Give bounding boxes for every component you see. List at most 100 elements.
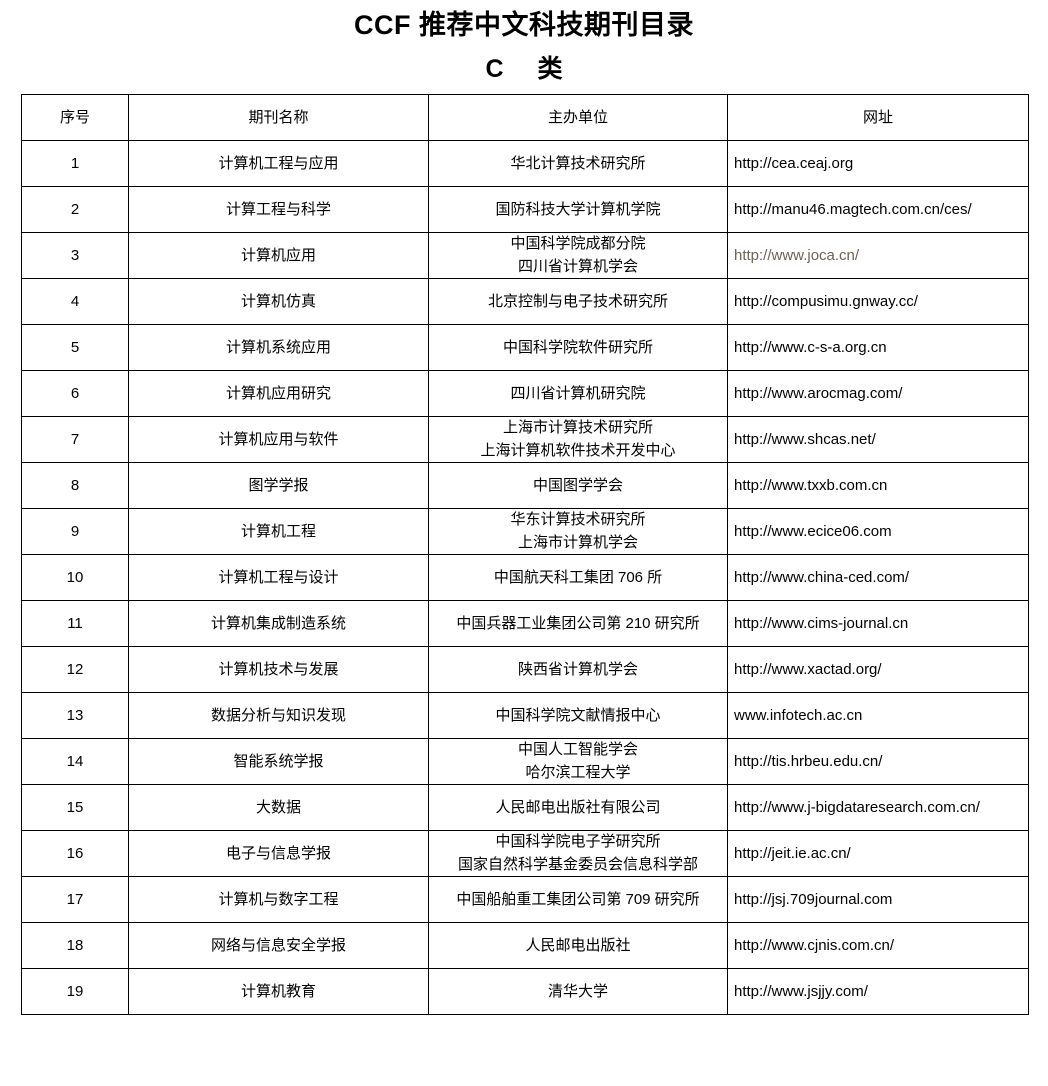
organizer-line: 中国人工智能学会: [517, 740, 638, 758]
organizer-line: 国家自然科学基金委员会信息科学部: [457, 856, 698, 874]
organizer-line: 中国科学院电子学研究所: [495, 832, 661, 850]
table-row: 1 计算机工程与应用 华北计算技术研究所 http://cea.ceaj.org: [21, 139, 1029, 187]
cell-journal-name: 计算机仿真: [128, 277, 429, 325]
table-row: 5 计算机系统应用 中国科学院软件研究所 http://www.c-s-a.org.c…: [21, 323, 1029, 371]
table-row: 9 计算机工程 华东计算技术研究所 上海市计算机学会 http://www.ecice0…: [21, 507, 1029, 555]
cell-website-url[interactable]: http://www.joca.cn/: [727, 231, 1029, 279]
cell-website-url[interactable]: http://compusimu.gnway.cc/: [727, 277, 1029, 325]
cell-index: 1: [21, 139, 129, 187]
cell-journal-name: 计算机应用: [128, 231, 429, 279]
cell-organizer: 中国科学院成都分院 四川省计算机学会: [428, 231, 728, 279]
table-row: 17 计算机与数字工程 中国船舶重工集团公司第 709 研究所 http://jsj.…: [21, 875, 1029, 923]
organizer-line: 上海计算机软件技术开发中心: [480, 442, 676, 460]
cell-website-url[interactable]: http://jsj.709journal.com: [727, 875, 1029, 923]
cell-website-url[interactable]: http://jeit.ie.ac.cn/: [727, 829, 1029, 877]
table-row: 4 计算机仿真 北京控制与电子技术研究所 http://compusimu.gnway…: [21, 277, 1029, 325]
column-header-organizer: 主办单位: [428, 93, 728, 141]
organizer-line: 中国航天科工集团 706 所: [493, 568, 663, 586]
organizer-line: 中国兵器工业集团公司第 210 研究所: [456, 614, 700, 632]
column-header-website: 网址: [727, 93, 1029, 141]
cell-journal-name: 网络与信息安全学报: [128, 921, 429, 969]
cell-organizer: 中国科学院文献情报中心: [428, 691, 728, 739]
table-row: 15 大数据 人民邮电出版社有限公司 http://www.j-bigdatarese…: [21, 783, 1029, 831]
table-row: 18 网络与信息安全学报 人民邮电出版社 http://www.cjnis.com.c…: [21, 921, 1029, 969]
cell-index: 13: [21, 691, 129, 739]
cell-index: 11: [21, 599, 129, 647]
cell-journal-name: 计算机系统应用: [128, 323, 429, 371]
cell-website-url[interactable]: http://www.china-ced.com/: [727, 553, 1029, 601]
cell-organizer: 中国图学学会: [428, 461, 728, 509]
column-header-journal-name: 期刊名称: [128, 93, 429, 141]
cell-website-url[interactable]: http://www.arocmag.com/: [727, 369, 1029, 417]
organizer-line: 中国科学院软件研究所: [502, 338, 653, 356]
organizer-line: 上海市计算机学会: [517, 534, 638, 552]
table-header: 序号 期刊名称 主办单位 网址: [21, 93, 1029, 141]
journal-list-table: 序号 期刊名称 主办单位 网址 1 计算机工程与应用 华北计算技术研究所 http:/…: [21, 93, 1029, 1015]
cell-journal-name: 图学学报: [128, 461, 429, 509]
cell-journal-name: 大数据: [128, 783, 429, 831]
organizer-line: 北京控制与电子技术研究所: [487, 292, 668, 310]
table-row: 14 智能系统学报 中国人工智能学会 哈尔滨工程大学 http://tis.hrbeu.…: [21, 737, 1029, 785]
table-header-row: 序号 期刊名称 主办单位 网址: [21, 93, 1029, 141]
organizer-line: 人民邮电出版社有限公司: [495, 798, 661, 816]
cell-journal-name: 计算机技术与发展: [128, 645, 429, 693]
cell-organizer: 清华大学: [428, 967, 728, 1015]
cell-organizer: 中国航天科工集团 706 所: [428, 553, 728, 601]
cell-index: 12: [21, 645, 129, 693]
cell-organizer: 上海市计算技术研究所 上海计算机软件技术开发中心: [428, 415, 728, 463]
cell-organizer: 人民邮电出版社: [428, 921, 728, 969]
organizer-line: 国防科技大学计算机学院: [495, 200, 661, 218]
table-row: 7 计算机应用与软件 上海市计算技术研究所 上海计算机软件技术开发中心 http://w…: [21, 415, 1029, 463]
cell-website-url[interactable]: http://www.ecice06.com: [727, 507, 1029, 555]
cell-journal-name: 计算机应用研究: [128, 369, 429, 417]
cell-index: 10: [21, 553, 129, 601]
cell-index: 14: [21, 737, 129, 785]
cell-organizer: 人民邮电出版社有限公司: [428, 783, 728, 831]
cell-website-url[interactable]: http://manu46.magtech.com.cn/ces/: [727, 185, 1029, 233]
table-row: 16 电子与信息学报 中国科学院电子学研究所 国家自然科学基金委员会信息科学部 http…: [21, 829, 1029, 877]
cell-organizer: 中国科学院电子学研究所国家自然科学基金委员会信息科学部: [428, 829, 728, 877]
page-title: CCF 推荐中文科技期刊目录: [354, 10, 694, 40]
cell-website-url[interactable]: www.infotech.ac.cn: [727, 691, 1029, 739]
cell-website-url[interactable]: http://tis.hrbeu.edu.cn/: [727, 737, 1029, 785]
cell-organizer: 中国船舶重工集团公司第 709 研究所: [428, 875, 728, 923]
table-row: 11 计算机集成制造系统 中国兵器工业集团公司第 210 研究所 http://www…: [21, 599, 1029, 647]
cell-index: 15: [21, 783, 129, 831]
cell-website-url[interactable]: http://www.shcas.net/: [727, 415, 1029, 463]
cell-organizer: 华东计算技术研究所 上海市计算机学会: [428, 507, 728, 555]
cell-journal-name: 计算机与数字工程: [128, 875, 429, 923]
column-header-index: 序号: [21, 93, 129, 141]
cell-index: 3: [21, 231, 129, 279]
cell-index: 7: [21, 415, 129, 463]
cell-journal-name: 数据分析与知识发现: [128, 691, 429, 739]
cell-website-url[interactable]: http://www.xactad.org/: [727, 645, 1029, 693]
cell-website-url[interactable]: http://www.txxb.com.cn: [727, 461, 1029, 509]
cell-website-url[interactable]: http://www.cjnis.com.cn/: [727, 921, 1029, 969]
organizer-line: 华北计算技术研究所: [510, 154, 646, 172]
cell-organizer: 中国人工智能学会 哈尔滨工程大学: [428, 737, 728, 785]
cell-website-url[interactable]: http://www.c-s-a.org.cn: [727, 323, 1029, 371]
cell-index: 18: [21, 921, 129, 969]
cell-index: 2: [21, 185, 129, 233]
cell-index: 8: [21, 461, 129, 509]
cell-website-url[interactable]: http://www.jsjjy.com/: [727, 967, 1029, 1015]
cell-journal-name: 计算机工程与应用: [128, 139, 429, 187]
cell-organizer: 陕西省计算机学会: [428, 645, 728, 693]
cell-organizer: 国防科技大学计算机学院: [428, 185, 728, 233]
cell-website-url[interactable]: http://www.cims-journal.cn: [727, 599, 1029, 647]
cell-index: 19: [21, 967, 129, 1015]
organizer-line: 人民邮电出版社: [525, 936, 631, 954]
organizer-line: 中国船舶重工集团公司第 709 研究所: [456, 890, 700, 908]
cell-journal-name: 计算机应用与软件: [128, 415, 429, 463]
cell-index: 5: [21, 323, 129, 371]
organizer-line: 华东计算技术研究所: [510, 510, 646, 528]
organizer-line: 中国科学院文献情报中心: [495, 706, 661, 724]
cell-website-url[interactable]: http://www.j-bigdataresearch.com.cn/: [727, 783, 1029, 831]
table-row: 19 计算机教育 清华大学 http://www.jsjjy.com/: [21, 967, 1029, 1015]
cell-index: 17: [21, 875, 129, 923]
table-body: 1 计算机工程与应用 华北计算技术研究所 http://cea.ceaj.org 2 计算…: [21, 139, 1029, 1015]
category-word: 类: [537, 54, 563, 83]
cell-website-url[interactable]: http://cea.ceaj.org: [727, 139, 1029, 187]
